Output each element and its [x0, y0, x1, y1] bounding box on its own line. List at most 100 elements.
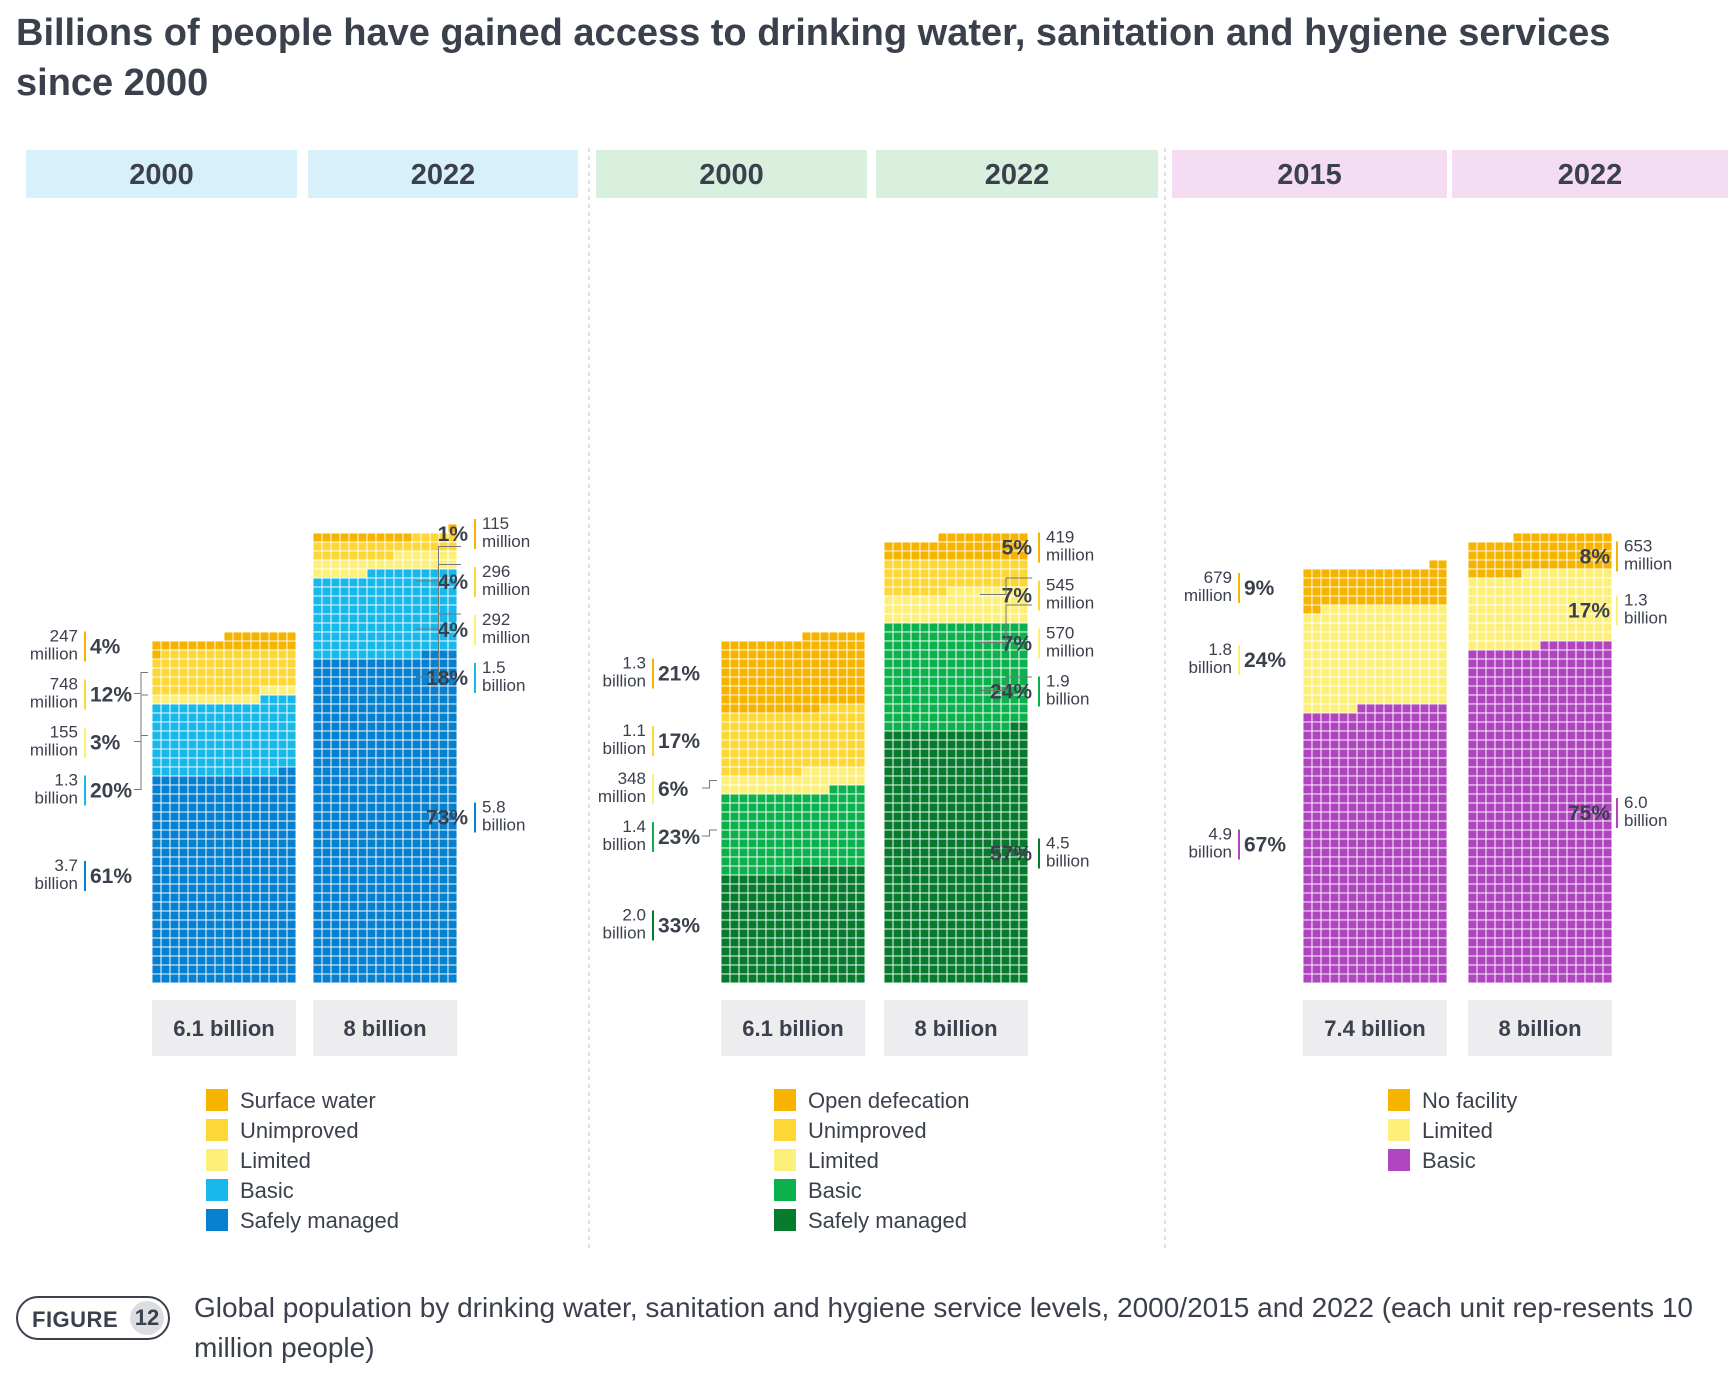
waffle-unit: [1000, 829, 1011, 840]
waffle-unit: [892, 901, 903, 912]
waffle-unit: [1000, 739, 1011, 750]
waffle-unit: [1311, 793, 1322, 804]
waffle-unit: [828, 640, 839, 651]
waffle-unit: [1320, 847, 1331, 858]
waffle-unit: [1419, 658, 1430, 669]
waffle-unit: [729, 640, 740, 651]
leader-line: [702, 829, 717, 837]
legend-label: Open defecation: [808, 1088, 969, 1113]
waffle-unit: [348, 946, 359, 957]
waffle-unit: [286, 937, 297, 948]
waffle-unit: [1575, 703, 1586, 714]
waffle-unit: [348, 676, 359, 687]
waffle-unit: [393, 964, 404, 975]
waffle-unit: [919, 946, 930, 957]
waffle-unit: [286, 973, 297, 984]
waffle-unit: [178, 802, 189, 813]
waffle-unit: [214, 811, 225, 822]
waffle-unit: [810, 856, 821, 867]
population-unit: billion: [1189, 843, 1232, 862]
waffle-unit: [1356, 847, 1367, 858]
waffle-unit: [837, 811, 848, 822]
waffle-unit: [393, 703, 404, 714]
waffle-unit: [1566, 586, 1577, 597]
waffle-unit: [250, 856, 261, 867]
waffle-unit: [420, 712, 431, 723]
waffle-unit: [1392, 919, 1403, 930]
waffle-unit: [1512, 568, 1523, 579]
waffle-unit: [1338, 568, 1349, 579]
waffle-unit: [955, 550, 966, 561]
waffle-unit: [241, 973, 252, 984]
waffle-unit: [286, 676, 297, 687]
waffle-unit: [259, 847, 270, 858]
waffle-unit: [196, 874, 207, 885]
waffle-unit: [819, 793, 830, 804]
waffle-unit: [883, 550, 894, 561]
waffle-unit: [855, 739, 866, 750]
waffle-unit: [384, 667, 395, 678]
waffle-unit: [1530, 892, 1541, 903]
waffle-unit: [1000, 820, 1011, 831]
waffle-unit: [919, 964, 930, 975]
waffle-unit: [1539, 784, 1550, 795]
waffle-unit: [1584, 685, 1595, 696]
waffle-unit: [438, 829, 449, 840]
waffle-unit: [1329, 667, 1340, 678]
waffle-unit: [774, 739, 785, 750]
waffle-unit: [783, 793, 794, 804]
waffle-unit: [411, 937, 422, 948]
waffle-unit: [375, 928, 386, 939]
waffle-unit: [738, 829, 749, 840]
waffle-unit: [765, 883, 776, 894]
waffle-unit: [883, 964, 894, 975]
waffle-unit: [1437, 568, 1448, 579]
waffle-unit: [1419, 955, 1430, 966]
waffle-unit: [1476, 937, 1487, 948]
waffle-unit: [756, 793, 767, 804]
waffle-unit: [819, 667, 830, 678]
waffle-unit: [1302, 973, 1313, 984]
waffle-unit: [828, 847, 839, 858]
waffle-unit: [1338, 658, 1349, 669]
waffle-unit: [1311, 649, 1322, 660]
waffle-unit: [720, 946, 731, 957]
waffle-unit: [964, 964, 975, 975]
waffle-unit: [729, 820, 740, 831]
label-marker: [84, 679, 86, 710]
waffle-unit: [1383, 955, 1394, 966]
waffle-unit: [837, 721, 848, 732]
waffle-unit: [892, 910, 903, 921]
waffle-unit: [1548, 892, 1559, 903]
waffle-unit: [357, 739, 368, 750]
waffle-unit: [892, 703, 903, 714]
waffle-unit: [1530, 712, 1541, 723]
waffle-unit: [393, 811, 404, 822]
label-marker: [474, 567, 476, 597]
waffle-unit: [1302, 946, 1313, 957]
waffle-unit: [420, 793, 431, 804]
waffle-unit: [892, 937, 903, 948]
waffle-unit: [855, 883, 866, 894]
waffle-unit: [1539, 910, 1550, 921]
waffle-unit: [196, 757, 207, 768]
waffle-unit: [438, 973, 449, 984]
label-marker: [1038, 580, 1040, 611]
waffle-unit: [321, 910, 332, 921]
waffle-unit: [196, 658, 207, 669]
waffle-unit: [447, 829, 458, 840]
waffle-unit: [312, 973, 323, 984]
waffle-unit: [1428, 829, 1439, 840]
waffle-unit: [339, 667, 350, 678]
waffle-unit: [429, 883, 440, 894]
waffle-unit: [1521, 622, 1532, 633]
waffle-unit: [1383, 622, 1394, 633]
waffle-unit: [810, 946, 821, 957]
waffle-unit: [1419, 928, 1430, 939]
waffle-unit: [828, 829, 839, 840]
waffle-unit: [447, 928, 458, 939]
waffle-unit: [1374, 802, 1385, 813]
waffle-unit: [259, 658, 270, 669]
waffle-unit: [312, 730, 323, 741]
waffle-unit: [1557, 541, 1568, 552]
